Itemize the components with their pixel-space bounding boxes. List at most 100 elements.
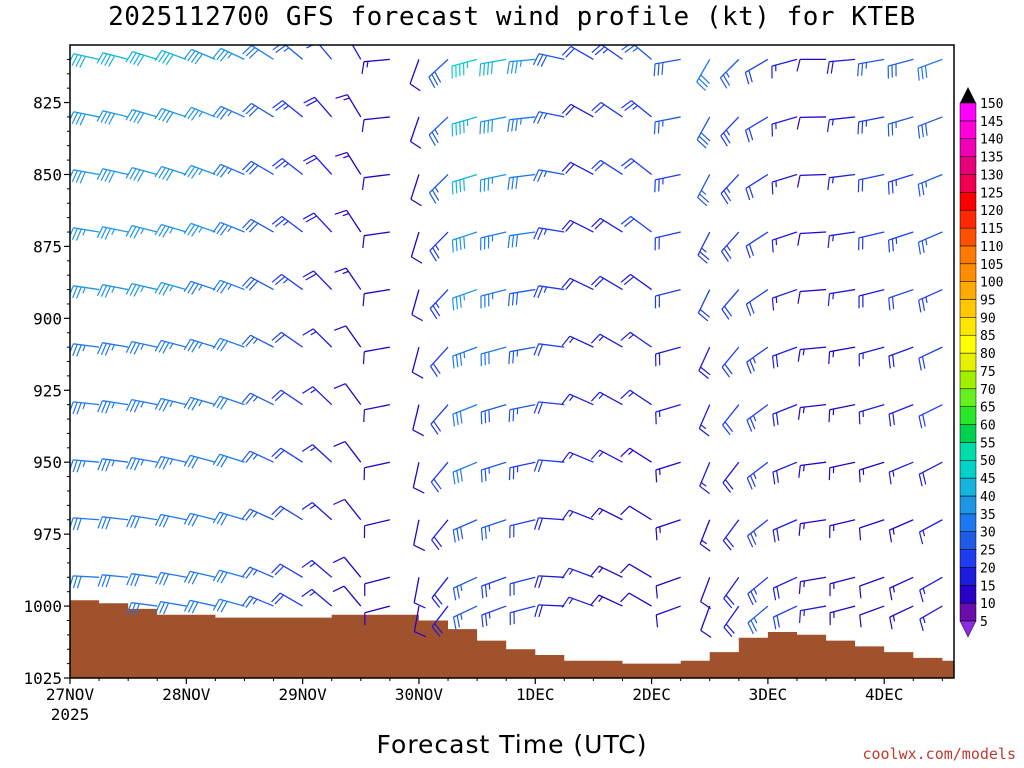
colorbar-swatch: [959, 281, 977, 300]
wind-barb: [301, 559, 333, 578]
wind-barb: [744, 58, 769, 85]
wind-barb: [411, 289, 423, 322]
wind-barb: [430, 346, 449, 377]
wind-barb: [887, 58, 914, 79]
y-tick-label: 1025: [23, 669, 62, 688]
colorbar-swatch: [959, 120, 977, 140]
wind-barb: [917, 231, 943, 255]
credit-link[interactable]: coolwx.com/models: [862, 745, 1016, 763]
wind-barb: [480, 346, 507, 367]
wind-barb: [96, 52, 129, 67]
wind-barb: [534, 604, 565, 618]
colorbar-label: 95: [980, 293, 996, 308]
wind-barb: [919, 576, 943, 603]
wind-barb: [479, 58, 507, 77]
wind-barb: [97, 516, 129, 530]
wind-barb: [655, 461, 681, 483]
wind-barb: [480, 231, 507, 251]
wind-barb: [70, 111, 100, 126]
wind-barb: [363, 519, 391, 539]
wind-barb: [858, 288, 885, 309]
wind-barb: [796, 116, 827, 130]
wind-barb: [722, 461, 740, 493]
wind-barb: [303, 45, 333, 60]
colorbar-swatch: [959, 209, 977, 229]
wind-barb: [212, 453, 245, 468]
y-tick-label: 825: [33, 94, 62, 113]
colorbar-swatch: [959, 424, 977, 443]
wind-barb: [745, 231, 769, 259]
wind-barb: [241, 218, 274, 233]
wind-barb: [70, 53, 100, 68]
wind-barb: [126, 602, 158, 616]
wind-barb: [797, 288, 827, 304]
wind-barb: [242, 160, 274, 176]
wind-barb: [413, 577, 426, 609]
wind-barb: [451, 58, 478, 79]
wind-barb: [154, 455, 187, 470]
wind-barb: [361, 173, 390, 191]
wind-barb: [413, 519, 426, 552]
wind-barb: [70, 459, 100, 473]
wind-barb: [332, 556, 362, 578]
wind-barb: [70, 288, 71, 290]
wind-barb: [590, 333, 623, 348]
colorbar-label: 135: [980, 151, 1003, 166]
colorbar-bottom-arrow: [959, 620, 977, 638]
wind-barb: [96, 110, 129, 125]
wind-barb: [271, 563, 303, 578]
wind-barb: [798, 576, 827, 594]
wind-barb: [428, 116, 449, 146]
wind-barb: [125, 166, 158, 182]
colorbar-swatch: [959, 138, 977, 157]
wind-barb: [772, 605, 798, 630]
wind-barb: [796, 173, 827, 188]
wind-barb: [271, 331, 304, 348]
wind-barb: [302, 328, 333, 348]
wind-barb: [452, 605, 478, 630]
colorbar-swatch: [959, 245, 977, 265]
wind-barb: [771, 58, 798, 79]
wind-barb: [591, 217, 623, 233]
wind-barb: [97, 574, 129, 588]
wind-barb: [452, 346, 478, 369]
wind-barb: [509, 519, 536, 539]
wind-barb: [271, 215, 304, 233]
wind-barb: [533, 459, 565, 473]
wind-barb: [887, 116, 914, 137]
wind-barb: [745, 173, 769, 201]
wind-barb: [212, 47, 245, 62]
colorbar-swatch: [959, 227, 977, 247]
wind-barb: [509, 576, 536, 597]
colorbar-label: 25: [980, 544, 996, 559]
wind-barb: [654, 173, 681, 193]
wind-barb: [242, 45, 274, 60]
wind-barb: [696, 116, 711, 149]
y-tick-label: 1000: [23, 597, 62, 616]
wind-barb: [508, 461, 536, 481]
wind-barb: [451, 116, 478, 137]
colorbar-label: 20: [980, 561, 996, 576]
wind-barb: [620, 389, 652, 406]
wind-barb: [364, 605, 391, 626]
wind-barb: [772, 519, 798, 543]
wind-barb: [532, 111, 565, 124]
wind-barb: [125, 398, 158, 413]
colorbar-label: 110: [980, 240, 1003, 255]
colorbar-swatch: [959, 334, 977, 354]
wind-barb: [334, 325, 362, 348]
wind-barb: [409, 59, 421, 92]
wind-barb: [654, 346, 681, 367]
wind-barb: [858, 461, 885, 483]
wind-barb: [70, 346, 71, 348]
wind-barb: [271, 592, 303, 607]
wind-barb: [183, 48, 216, 65]
y-tick-label: 850: [33, 165, 62, 184]
x-year-label: 2025: [51, 705, 90, 724]
wind-barb: [154, 223, 187, 238]
colorbar-label: 130: [980, 168, 1003, 183]
wind-barb: [720, 174, 740, 205]
colorbar-swatch: [959, 156, 977, 175]
colorbar-label: 10: [980, 597, 996, 612]
wind-barb: [719, 58, 740, 89]
